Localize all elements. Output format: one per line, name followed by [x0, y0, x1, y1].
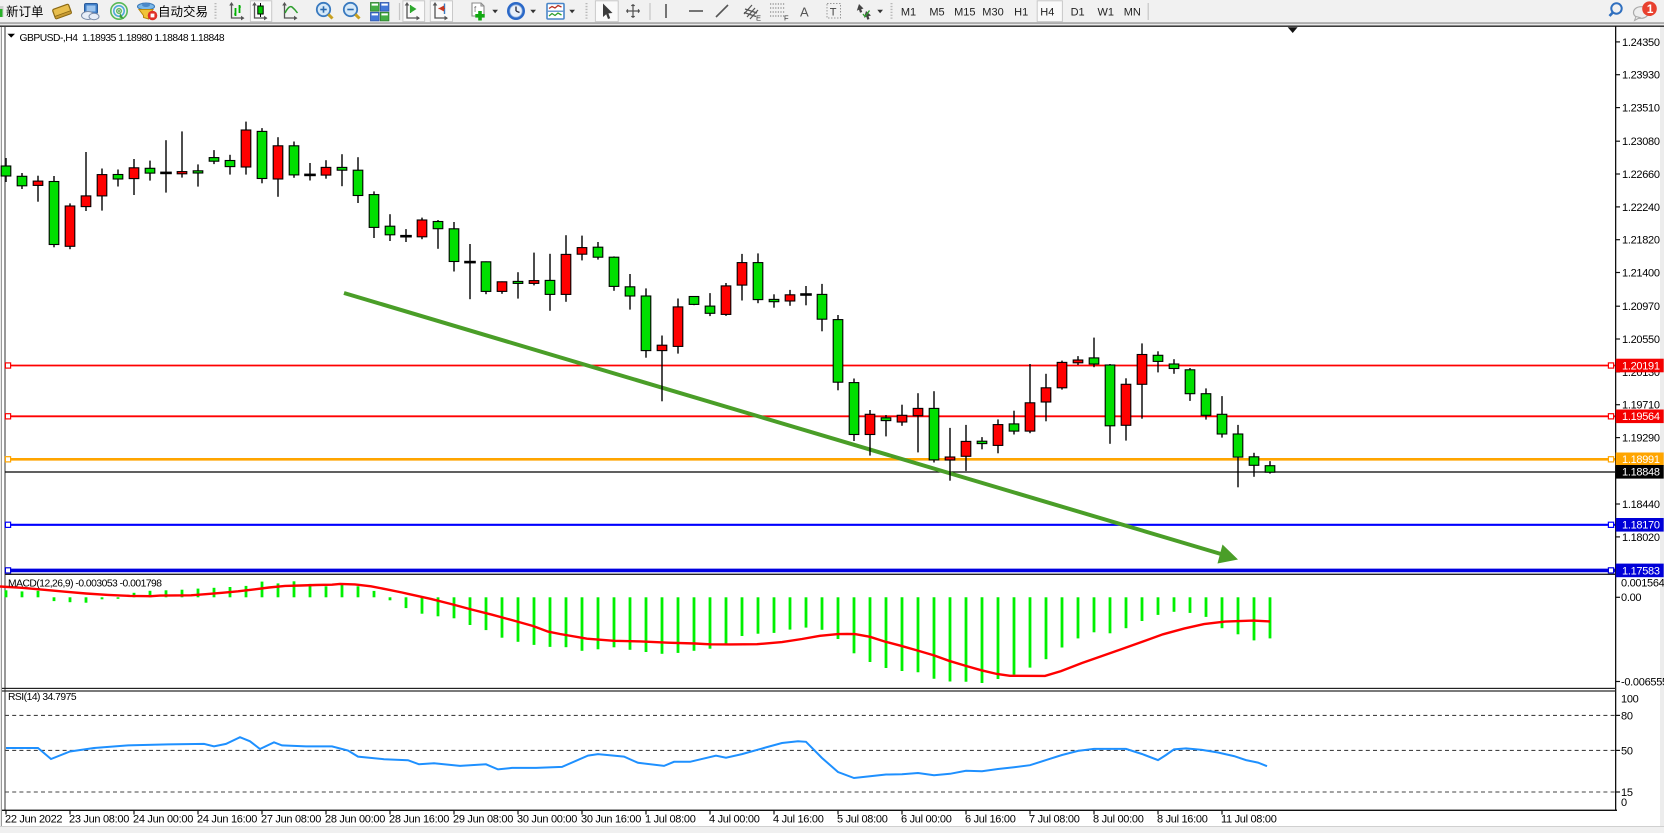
- svg-text:1.17583: 1.17583: [1622, 565, 1660, 577]
- svg-text:100: 100: [1621, 693, 1639, 705]
- svg-text:0: 0: [1621, 797, 1627, 809]
- svg-text:1.18170: 1.18170: [1622, 520, 1660, 532]
- svg-text:8 Jul 16:00: 8 Jul 16:00: [1157, 814, 1208, 826]
- svg-text:1.19290: 1.19290: [1622, 433, 1660, 445]
- svg-text:1.18020: 1.18020: [1622, 532, 1660, 544]
- svg-text:80: 80: [1621, 710, 1633, 722]
- svg-text:M30: M30: [982, 7, 1003, 19]
- svg-text:30 Jun 16:00: 30 Jun 16:00: [581, 814, 641, 826]
- svg-text:4 Jul 00:00: 4 Jul 00:00: [709, 814, 760, 826]
- svg-text:27 Jun 08:00: 27 Jun 08:00: [261, 814, 321, 826]
- svg-text:23 Jun 08:00: 23 Jun 08:00: [69, 814, 129, 826]
- svg-text:15: 15: [1621, 787, 1633, 799]
- svg-text:GBPUSD-,H4 1.18935 1.18980 1.: GBPUSD-,H4 1.18935 1.18980 1.18848 1.188…: [20, 33, 225, 44]
- svg-text:1 Jul 08:00: 1 Jul 08:00: [645, 814, 696, 826]
- svg-text:0.00: 0.00: [1621, 592, 1641, 604]
- svg-text:24 Jun 00:00: 24 Jun 00:00: [133, 814, 193, 826]
- svg-text:30 Jun 00:00: 30 Jun 00:00: [517, 814, 577, 826]
- svg-text:1.22240: 1.22240: [1622, 202, 1660, 214]
- svg-text:5 Jul 08:00: 5 Jul 08:00: [837, 814, 888, 826]
- svg-text:M5: M5: [929, 7, 944, 19]
- svg-text:22 Jun 2022: 22 Jun 2022: [5, 814, 62, 826]
- svg-text:1.21400: 1.21400: [1622, 267, 1660, 279]
- svg-text:4 Jul 16:00: 4 Jul 16:00: [773, 814, 824, 826]
- svg-text:1.23510: 1.23510: [1622, 103, 1660, 115]
- svg-text:H4: H4: [1040, 7, 1054, 19]
- svg-text:1.19564: 1.19564: [1622, 411, 1660, 423]
- svg-text:MN: MN: [1124, 7, 1141, 19]
- svg-text:29 Jun 08:00: 29 Jun 08:00: [453, 814, 513, 826]
- svg-text:1.23080: 1.23080: [1622, 136, 1660, 148]
- svg-text:F: F: [784, 14, 789, 23]
- svg-text:50: 50: [1621, 745, 1633, 757]
- svg-text:6 Jul 00:00: 6 Jul 00:00: [901, 814, 952, 826]
- svg-text:1.20550: 1.20550: [1622, 334, 1660, 346]
- svg-text:M1: M1: [901, 7, 916, 19]
- svg-text:7 Jul 08:00: 7 Jul 08:00: [1029, 814, 1080, 826]
- svg-text:1.20191: 1.20191: [1622, 360, 1660, 372]
- svg-text:M15: M15: [954, 7, 975, 19]
- svg-text:E: E: [756, 14, 761, 23]
- svg-text:28 Jun 16:00: 28 Jun 16:00: [389, 814, 449, 826]
- svg-text:-0.006555: -0.006555: [1621, 676, 1664, 688]
- svg-text:0.001564: 0.001564: [1621, 578, 1664, 590]
- svg-text:1.19710: 1.19710: [1622, 400, 1660, 412]
- svg-text:24 Jun 16:00: 24 Jun 16:00: [197, 814, 257, 826]
- svg-text:1.24350: 1.24350: [1622, 37, 1660, 49]
- svg-text:1.18991: 1.18991: [1622, 454, 1660, 466]
- svg-text:RSI(14) 34.7975: RSI(14) 34.7975: [8, 692, 77, 703]
- svg-text:f: f: [474, 5, 477, 14]
- svg-text:A: A: [800, 5, 809, 20]
- svg-text:11 Jul 08:00: 11 Jul 08:00: [1221, 814, 1277, 826]
- svg-text:新订单: 新订单: [6, 4, 44, 19]
- svg-text:1.20970: 1.20970: [1622, 301, 1660, 313]
- svg-text:28 Jun 00:00: 28 Jun 00:00: [325, 814, 385, 826]
- svg-text:自动交易: 自动交易: [158, 4, 208, 19]
- svg-text:W1: W1: [1098, 7, 1115, 19]
- svg-text:8 Jul 00:00: 8 Jul 00:00: [1093, 814, 1144, 826]
- svg-text:1.21820: 1.21820: [1622, 235, 1660, 247]
- svg-text:D1: D1: [1071, 7, 1085, 19]
- svg-text:1.18440: 1.18440: [1622, 499, 1660, 511]
- svg-text:MACD(12,26,9) -0.003053 -0.001: MACD(12,26,9) -0.003053 -0.001798: [8, 579, 162, 590]
- svg-text:6 Jul 16:00: 6 Jul 16:00: [965, 814, 1016, 826]
- svg-text:1.23930: 1.23930: [1622, 70, 1660, 82]
- svg-text:T: T: [830, 7, 837, 19]
- svg-text:H1: H1: [1014, 7, 1028, 19]
- svg-text:1.18848: 1.18848: [1622, 467, 1660, 479]
- svg-text:1: 1: [1647, 2, 1654, 16]
- svg-text:1.22660: 1.22660: [1622, 169, 1660, 181]
